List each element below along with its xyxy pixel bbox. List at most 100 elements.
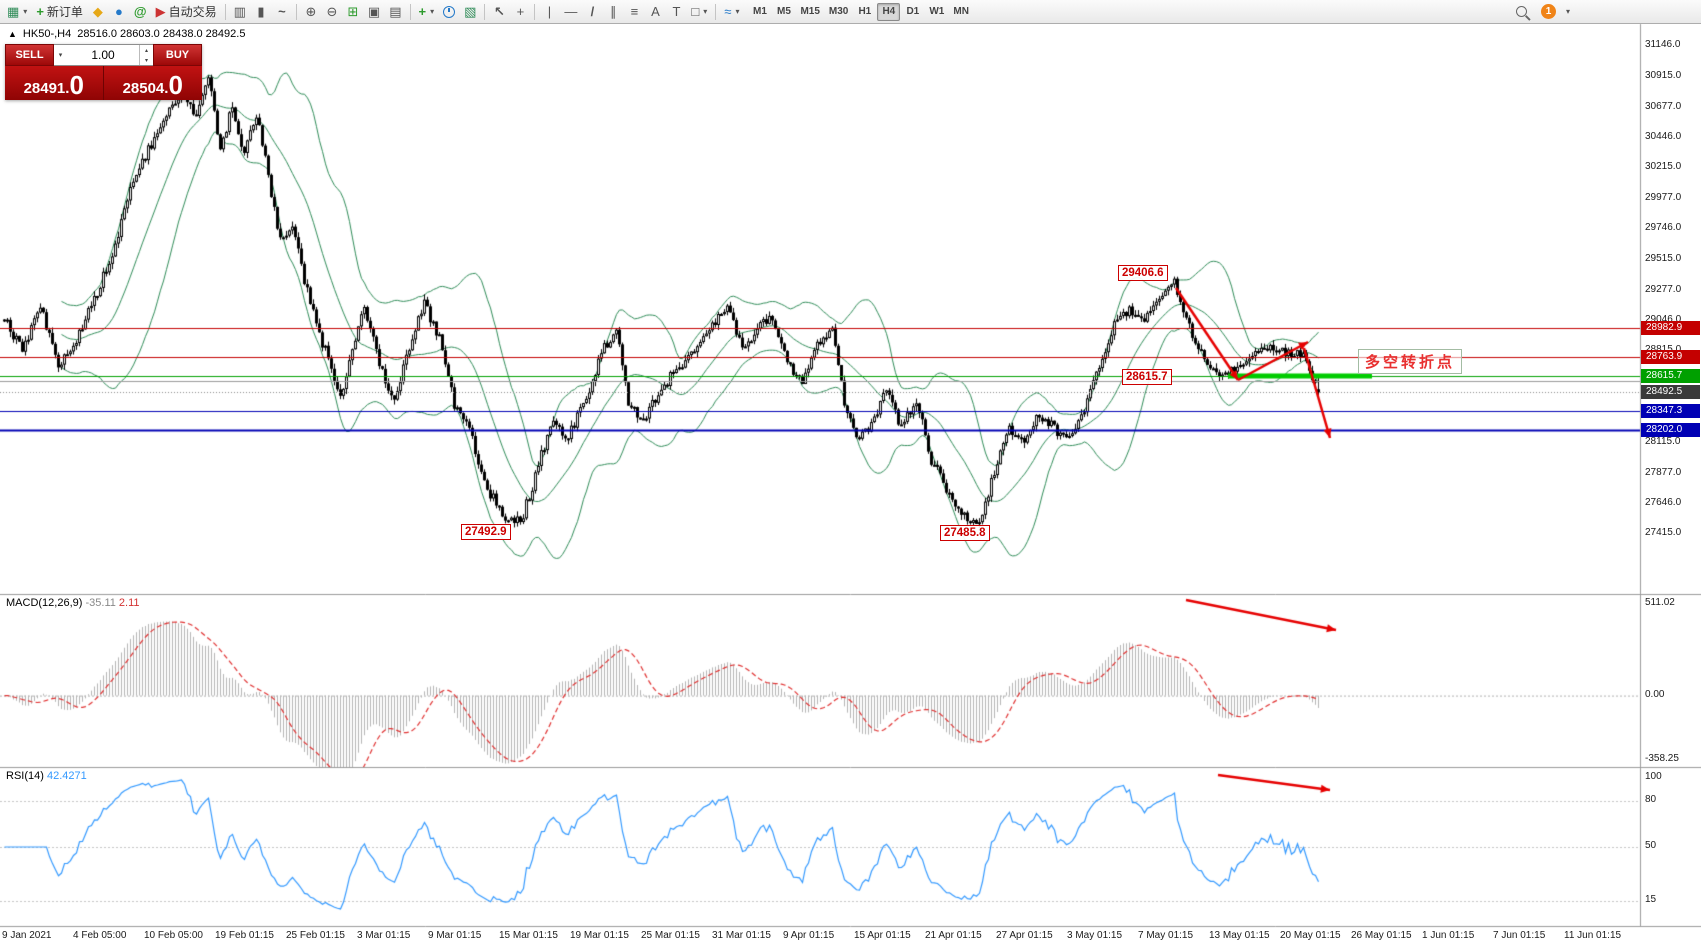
- buy-price-button[interactable]: 28504. 0: [103, 66, 202, 100]
- time-tick: 31 Mar 01:15: [712, 930, 771, 941]
- volume-value[interactable]: 1.00: [91, 48, 115, 62]
- toolbar-separator: [484, 3, 486, 20]
- volume-down-icon[interactable]: ▾: [144, 57, 148, 64]
- indicators-button[interactable]: ≈ ▾: [720, 2, 743, 22]
- codebase-icon: ●: [114, 4, 123, 19]
- timeframe-m15[interactable]: M15: [800, 6, 820, 17]
- indicators-icon: ≈: [724, 4, 732, 19]
- chevron-down-icon: ▾: [703, 7, 708, 16]
- sell-button[interactable]: SELL: [5, 44, 54, 66]
- timeframe-w1[interactable]: W1: [929, 6, 945, 17]
- label-tool-button[interactable]: T: [666, 2, 686, 22]
- toolbar-separator: [534, 3, 536, 20]
- zoom-out-button[interactable]: ⊖: [322, 2, 342, 22]
- cascade-windows-icon: ▤: [389, 4, 402, 19]
- horizontal-line-tool-button[interactable]: —: [560, 2, 581, 22]
- timeframe-m1[interactable]: M1: [753, 6, 767, 17]
- turning-point-note-label[interactable]: 多空转折点: [1358, 349, 1463, 374]
- notification-badge[interactable]: 1: [1540, 4, 1556, 19]
- zoom-in-button[interactable]: ⊕: [301, 2, 321, 22]
- macd-value-main: -35.11: [85, 597, 116, 609]
- time-tick: 1 Jun 01:15: [1422, 930, 1475, 941]
- autotrading-label: 自动交易: [168, 5, 217, 19]
- low2-price-label[interactable]: 27485.8: [940, 525, 990, 541]
- price-tag: 28615.7: [1641, 369, 1700, 384]
- market-button[interactable]: ◆: [88, 2, 108, 22]
- macd-title: MACD(12,26,9): [6, 597, 83, 609]
- shapes-tool-button[interactable]: □ ▾: [687, 2, 711, 22]
- buy-button[interactable]: BUY: [153, 44, 202, 66]
- time-tick: 7 May 01:15: [1138, 930, 1194, 941]
- low1-price-label[interactable]: 27492.9: [461, 524, 511, 540]
- channel-tool-button[interactable]: ∥: [603, 2, 623, 22]
- vertical-line-tool-button[interactable]: |: [539, 2, 559, 22]
- timeframe-h1[interactable]: H1: [858, 6, 872, 17]
- one-click-trading-panel: SELL ▾ 1.00 ▴ ▾ BUY 28491. 0 28504. 0: [5, 44, 202, 100]
- line-chart-button[interactable]: ~: [272, 2, 292, 22]
- new-order-window-button[interactable]: + ▾: [415, 2, 439, 22]
- time-tick: 11 Jun 01:15: [1564, 930, 1622, 941]
- search-button[interactable]: [1512, 2, 1532, 22]
- clock-icon: [443, 5, 456, 18]
- time-tick: 20 May 01:15: [1280, 930, 1341, 941]
- cascade-windows-button[interactable]: ▤: [385, 2, 405, 22]
- arrange-windows-button[interactable]: ▣: [364, 2, 384, 22]
- timeframe-h4[interactable]: H4: [877, 2, 901, 21]
- sell-price-button[interactable]: 28491. 0: [5, 66, 104, 100]
- volume-stepper[interactable]: ▾ 1.00 ▴ ▾: [54, 44, 153, 66]
- tile-windows-button[interactable]: ⊞: [343, 2, 363, 22]
- trade-panel-price-row: 28491. 0 28504. 0: [5, 66, 202, 100]
- crosshair-icon: +: [516, 4, 525, 19]
- zoom-in-icon: ⊕: [305, 4, 317, 19]
- shapes-icon: □: [691, 4, 700, 19]
- price-tick: 30677.0: [1645, 100, 1682, 112]
- macd-axis-min: -358.25: [1645, 753, 1679, 764]
- toolbar-separator: [409, 3, 411, 20]
- community-button[interactable]: @: [130, 2, 151, 22]
- trade-panel-top-row: SELL ▾ 1.00 ▴ ▾ BUY: [5, 44, 202, 66]
- time-tick: 10 Feb 05:00: [144, 930, 203, 941]
- time-tick: 9 Jan 2021: [2, 930, 52, 941]
- codebase-button[interactable]: ●: [109, 2, 129, 22]
- main-toolbar: ▦ ▾ + 新订单 ◆ ● @ ▶ 自动交易 ▥ ▮ ~ ⊕ ⊖ ⊞ ▣ ▤: [0, 0, 1701, 24]
- rsi-level-50: 50: [1645, 840, 1657, 851]
- fibonacci-icon: ≡: [630, 4, 639, 19]
- price-tag: 28982.9: [1641, 321, 1700, 336]
- macd-indicator-label: MACD(12,26,9) -35.11 2.11: [6, 597, 140, 609]
- period-button[interactable]: [439, 2, 459, 22]
- autotrading-button[interactable]: ▶ 自动交易: [152, 2, 221, 22]
- chart-properties-button[interactable]: ▧: [460, 2, 480, 22]
- time-tick: 3 May 01:15: [1067, 930, 1123, 941]
- price-tick: 30446.0: [1645, 130, 1682, 142]
- trendline-tool-button[interactable]: /: [582, 2, 602, 22]
- rsi-title: RSI(14): [6, 770, 44, 782]
- new-chart-button[interactable]: ▦ ▾: [3, 2, 31, 22]
- timeframe-d1[interactable]: D1: [906, 6, 920, 17]
- chevron-down-icon[interactable]: ▾: [1565, 7, 1570, 16]
- label-tool-icon: T: [672, 4, 681, 19]
- price-tag: 28202.0: [1641, 423, 1700, 438]
- bar-chart-button[interactable]: ▥: [230, 2, 250, 22]
- one-click-collapse-icon[interactable]: ▲: [8, 29, 17, 39]
- macd-axis-max: 511.02: [1645, 597, 1675, 608]
- volume-dropdown-icon[interactable]: ▾: [58, 52, 63, 59]
- new-order-button[interactable]: + 新订单: [32, 2, 87, 22]
- buy-price: 28504.: [122, 80, 169, 97]
- timeframe-mn[interactable]: MN: [953, 6, 969, 17]
- toolbar-separator: [224, 3, 226, 20]
- text-tool-button[interactable]: A: [645, 2, 665, 22]
- peak-price-label[interactable]: 29406.6: [1118, 265, 1168, 281]
- volume-up-icon[interactable]: ▴: [144, 47, 148, 54]
- timeframe-m5[interactable]: M5: [777, 6, 791, 17]
- candle-chart-button[interactable]: ▮: [251, 2, 271, 22]
- cursor-button[interactable]: ↖: [489, 2, 509, 22]
- search-icon: [1516, 6, 1528, 17]
- horizontal-line-icon: —: [564, 4, 578, 19]
- timeframe-m30[interactable]: M30: [828, 6, 849, 17]
- pivot-price-label[interactable]: 28615.7: [1122, 369, 1172, 385]
- crosshair-button[interactable]: +: [510, 2, 530, 22]
- time-tick: 19 Mar 01:15: [570, 930, 629, 941]
- new-order-label: 新订单: [46, 5, 83, 19]
- fibonacci-tool-button[interactable]: ≡: [624, 2, 644, 22]
